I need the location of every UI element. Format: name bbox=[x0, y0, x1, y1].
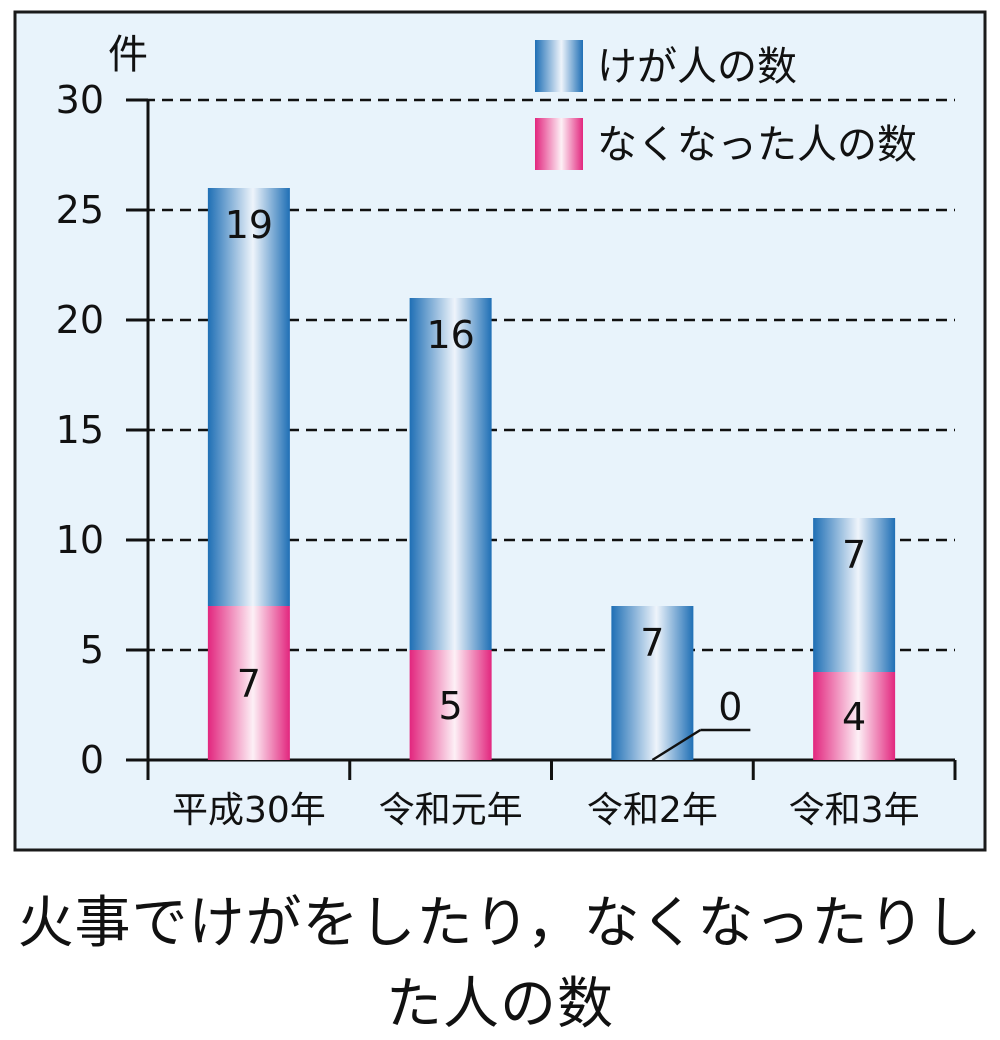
legend-swatch bbox=[535, 40, 583, 92]
y-tick-label: 30 bbox=[56, 78, 104, 122]
bar-injured bbox=[409, 298, 492, 650]
stacked-bar-chart: 0 5 10 15 20 25 30件 7 19 平成30年 5 16 令和元年 0 7 令和2年 4 7 令和3年… bbox=[13, 10, 987, 852]
legend-swatch bbox=[535, 118, 583, 170]
x-tick-label: 平成30年 bbox=[172, 790, 326, 831]
y-tick-label: 0 bbox=[80, 738, 104, 782]
y-tick-label: 25 bbox=[56, 188, 104, 232]
data-label-deaths: 0 bbox=[718, 685, 742, 729]
bar-injured bbox=[611, 606, 694, 760]
data-label-injured: 7 bbox=[640, 621, 664, 665]
y-tick-label: 5 bbox=[80, 628, 104, 672]
chart-caption: 火事でけがをしたり，なくなったりした人の数 bbox=[17, 891, 983, 1037]
data-label-injured: 7 bbox=[842, 533, 866, 577]
legend-label: けが人の数 bbox=[597, 44, 797, 90]
x-tick-label: 令和元年 bbox=[379, 790, 523, 831]
zero-callout-line bbox=[651, 728, 702, 762]
data-label-deaths: 4 bbox=[842, 695, 866, 739]
y-tick-label: 15 bbox=[56, 408, 104, 452]
bar-injured bbox=[813, 518, 896, 672]
data-label-injured: 19 bbox=[225, 203, 273, 247]
x-tick-label: 令和3年 bbox=[789, 790, 920, 831]
y-axis-label: 件 bbox=[108, 32, 148, 78]
legend-label: なくなった人の数 bbox=[597, 122, 917, 168]
data-label-deaths: 7 bbox=[237, 662, 261, 706]
x-tick-label: 令和2年 bbox=[587, 790, 718, 831]
data-label-injured: 16 bbox=[426, 313, 474, 357]
bar-deaths bbox=[207, 606, 290, 760]
bar-deaths bbox=[813, 672, 896, 760]
data-label-deaths: 5 bbox=[439, 684, 463, 728]
y-tick-label: 20 bbox=[56, 298, 104, 342]
y-tick-label: 10 bbox=[56, 518, 104, 562]
bar-injured bbox=[207, 188, 290, 606]
bar-deaths bbox=[409, 650, 492, 760]
